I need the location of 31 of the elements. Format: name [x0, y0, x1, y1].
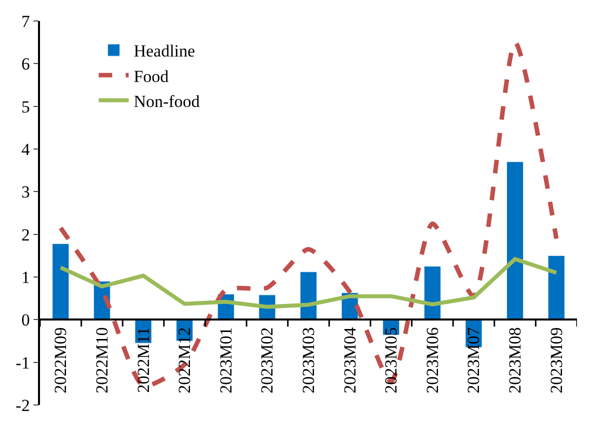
y-tick-label: 0	[21, 310, 30, 330]
y-tick-label: 4	[21, 140, 30, 159]
legend-label: Food	[134, 66, 170, 86]
x-tick-label: 2023M03	[299, 327, 318, 394]
x-tick-label: 2023M02	[258, 327, 277, 394]
legend-label: Non-food	[134, 92, 200, 111]
bar	[52, 243, 70, 320]
x-tick-label: 2022M10	[92, 327, 112, 394]
x-tick-label: 2023M06	[422, 327, 442, 394]
legend-label: Headline	[134, 42, 196, 61]
x-tick-label: 2023M08	[506, 327, 525, 394]
y-tick-label: 1	[21, 268, 30, 287]
x-tick-label: 2022M11	[134, 327, 153, 393]
x-tick-label: 2022M09	[51, 327, 70, 394]
y-tick-label: 5	[21, 97, 30, 116]
x-tick-label: 2023M07	[464, 326, 484, 394]
y-tick-label: -2	[16, 396, 30, 415]
bar	[424, 266, 441, 320]
y-tick-label: 2	[21, 225, 30, 244]
bar	[506, 162, 524, 320]
x-tick-label: 2023M04	[340, 326, 360, 394]
line-series	[58, 257, 558, 309]
x-tick-label: 2023M05	[382, 327, 401, 394]
x-tick-label: 2023M01	[216, 327, 236, 394]
bar	[548, 255, 565, 320]
y-tick-label: 3	[21, 182, 30, 202]
y-tick-label: 6	[21, 54, 30, 74]
x-tick-label: 2023M09	[546, 327, 566, 394]
y-tick-label: 7	[21, 12, 30, 31]
x-tick-label: 2022M12	[175, 327, 194, 394]
y-tick-label: -1	[16, 353, 30, 372]
